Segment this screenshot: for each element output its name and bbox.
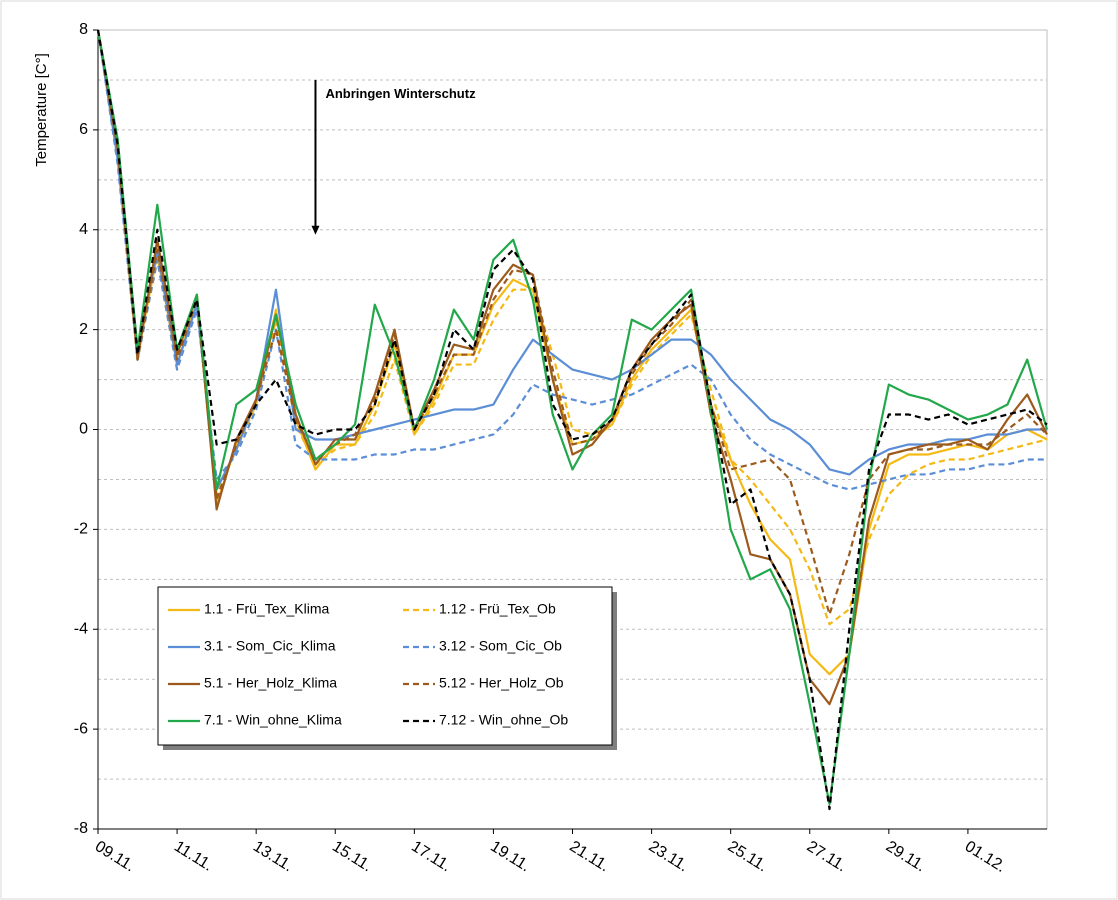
y-tick-label: -6 bbox=[74, 720, 88, 737]
legend bbox=[157, 586, 613, 746]
legend-label: 7.1 - Win_ohne_Klima bbox=[204, 712, 342, 728]
y-tick-label: -8 bbox=[74, 820, 88, 837]
y-tick-label: 4 bbox=[79, 221, 88, 238]
annotation: Anbringen Winterschutz bbox=[325, 86, 476, 101]
y-tick-label: -2 bbox=[74, 521, 88, 538]
y-tick-label: -4 bbox=[74, 620, 88, 637]
annotation-arrowhead bbox=[311, 225, 320, 235]
legend-label: 3.1 - Som_Cic_Klima bbox=[204, 638, 336, 654]
legend-label: 7.12 - Win_ohne_Ob bbox=[439, 712, 568, 728]
series-line bbox=[96, 29, 1047, 491]
y-tick-label: 8 bbox=[79, 21, 88, 38]
y-tick-label: 0 bbox=[79, 421, 88, 438]
series-line bbox=[96, 29, 1048, 616]
y-tick-label: 2 bbox=[79, 321, 88, 338]
y-tick-label: 6 bbox=[79, 121, 88, 138]
legend-label: 1.1 - Frü_Tex_Klima bbox=[204, 601, 329, 617]
series-line bbox=[96, 29, 1049, 806]
legend-label: 3.12 - Som_Cic_Ob bbox=[439, 638, 562, 654]
legend-label: 1.12 - Frü_Tex_Ob bbox=[439, 601, 556, 617]
y-axis-label: Temperature [C°] bbox=[33, 53, 50, 167]
series-line bbox=[96, 29, 1048, 811]
legend-label: 5.12 - Her_Holz_Ob bbox=[439, 675, 564, 691]
legend-label: 5.1 - Her_Holz_Klima bbox=[204, 675, 337, 691]
